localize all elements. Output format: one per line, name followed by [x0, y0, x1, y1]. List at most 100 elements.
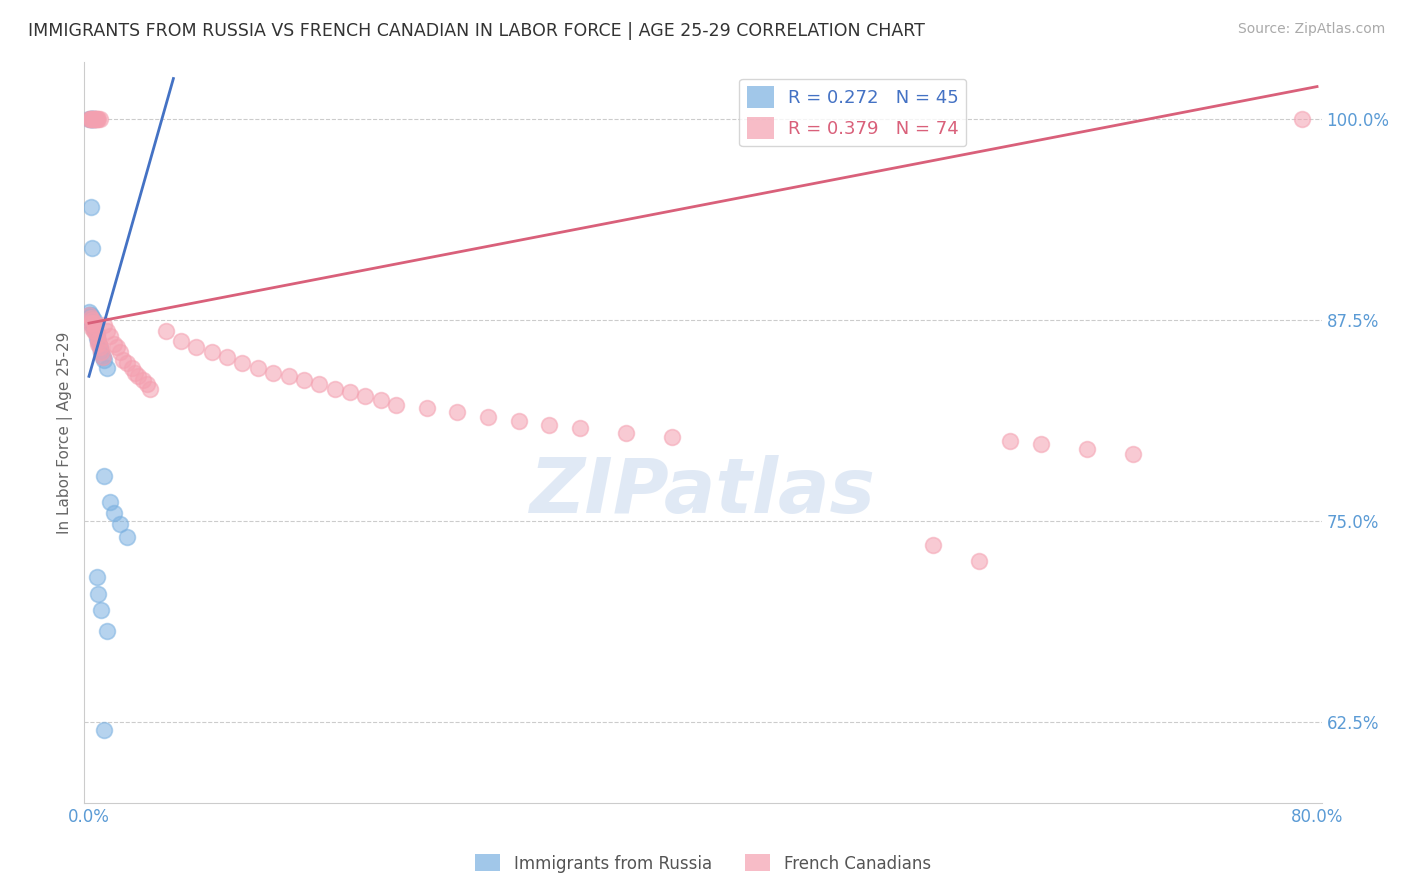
- Point: [87, 334, 110, 348]
- Point: [661, 430, 683, 444]
- Text: Source: ZipAtlas.com: Source: ZipAtlas.com: [1237, 22, 1385, 37]
- Point: [117, 356, 139, 370]
- Point: [415, 401, 437, 416]
- Point: [1076, 442, 1098, 456]
- Point: [93, 318, 115, 332]
- Point: [1291, 112, 1313, 126]
- Point: [538, 417, 561, 432]
- Point: [91, 350, 114, 364]
- Point: [614, 425, 637, 440]
- Point: [100, 495, 122, 509]
- Point: [86, 331, 108, 345]
- Point: [354, 388, 377, 402]
- Point: [127, 369, 149, 384]
- Point: [217, 350, 239, 364]
- Point: [86, 329, 108, 343]
- Point: [80, 318, 103, 332]
- Point: [1029, 437, 1052, 451]
- Point: [79, 112, 101, 126]
- Point: [87, 586, 110, 600]
- Point: [93, 469, 115, 483]
- Point: [83, 321, 105, 335]
- Point: [77, 308, 100, 322]
- Point: [77, 308, 100, 322]
- Point: [446, 405, 468, 419]
- Point: [155, 324, 177, 338]
- Point: [84, 324, 107, 338]
- Point: [201, 345, 224, 359]
- Point: [93, 723, 115, 738]
- Point: [83, 112, 105, 126]
- Point: [86, 327, 108, 342]
- Point: [103, 337, 125, 351]
- Point: [108, 345, 131, 359]
- Point: [170, 334, 193, 348]
- Point: [111, 353, 134, 368]
- Point: [79, 311, 101, 326]
- Point: [80, 314, 103, 328]
- Point: [998, 434, 1021, 448]
- Point: [90, 602, 112, 616]
- Point: [84, 319, 107, 334]
- Point: [96, 624, 118, 638]
- Point: [1122, 446, 1144, 460]
- Point: [508, 414, 530, 428]
- Point: [96, 361, 118, 376]
- Point: [80, 112, 103, 126]
- Text: ZIPatlas: ZIPatlas: [530, 455, 876, 529]
- Point: [79, 313, 101, 327]
- Point: [80, 112, 103, 126]
- Point: [90, 345, 112, 359]
- Point: [80, 310, 103, 324]
- Point: [77, 112, 100, 126]
- Point: [79, 112, 101, 126]
- Point: [139, 382, 162, 396]
- Point: [83, 316, 105, 330]
- Point: [477, 409, 499, 424]
- Point: [186, 340, 208, 354]
- Point: [87, 334, 110, 348]
- Point: [117, 530, 139, 544]
- Point: [86, 570, 108, 584]
- Point: [339, 385, 361, 400]
- Point: [100, 329, 122, 343]
- Point: [79, 316, 101, 330]
- Point: [77, 112, 100, 126]
- Point: [84, 324, 107, 338]
- Point: [89, 340, 111, 354]
- Point: [77, 313, 100, 327]
- Point: [80, 321, 103, 335]
- Point: [79, 311, 101, 326]
- Point: [262, 366, 284, 380]
- Point: [569, 421, 592, 435]
- Point: [292, 372, 315, 386]
- Point: [308, 377, 330, 392]
- Point: [385, 398, 408, 412]
- Point: [84, 112, 107, 126]
- Point: [323, 382, 346, 396]
- Point: [231, 356, 253, 370]
- Point: [87, 337, 110, 351]
- Point: [79, 200, 101, 214]
- Y-axis label: In Labor Force | Age 25-29: In Labor Force | Age 25-29: [58, 332, 73, 533]
- Text: IMMIGRANTS FROM RUSSIA VS FRENCH CANADIAN IN LABOR FORCE | AGE 25-29 CORRELATION: IMMIGRANTS FROM RUSSIA VS FRENCH CANADIA…: [28, 22, 925, 40]
- Point: [96, 324, 118, 338]
- Point: [93, 353, 115, 368]
- Point: [80, 240, 103, 254]
- Point: [80, 313, 103, 327]
- Point: [969, 554, 991, 568]
- Point: [370, 393, 392, 408]
- Point: [83, 318, 105, 332]
- Point: [277, 369, 299, 384]
- Point: [86, 112, 108, 126]
- Point: [79, 112, 101, 126]
- Point: [83, 112, 105, 126]
- Point: [84, 319, 107, 334]
- Point: [103, 506, 125, 520]
- Legend: R = 0.272   N = 45, R = 0.379   N = 74: R = 0.272 N = 45, R = 0.379 N = 74: [740, 78, 966, 146]
- Point: [90, 345, 112, 359]
- Point: [84, 112, 107, 126]
- Point: [79, 308, 101, 322]
- Point: [121, 361, 143, 376]
- Point: [80, 112, 103, 126]
